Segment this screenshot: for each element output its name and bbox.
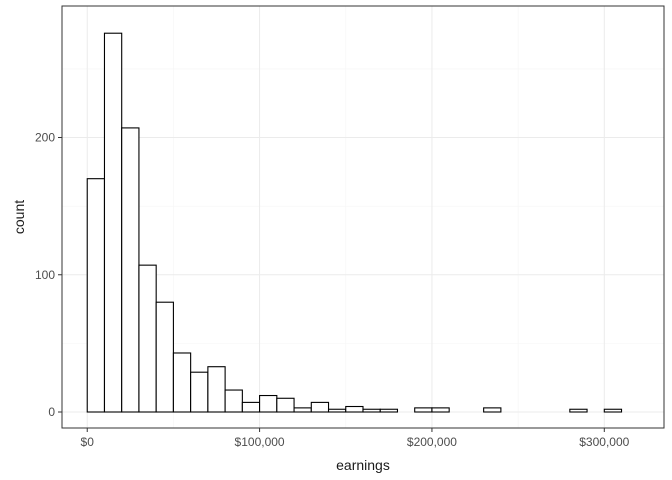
x-tick-label: $200,000 (407, 435, 457, 449)
histogram-bar (379, 408, 399, 413)
histogram-bar (431, 407, 450, 413)
y-tick-label: 0 (48, 405, 55, 419)
histogram-bar (224, 389, 243, 413)
histogram-bar (103, 32, 123, 413)
x-tick-label: $0 (81, 435, 95, 449)
histogram-bar (483, 407, 502, 413)
histogram-bar (155, 301, 174, 413)
histogram-bar (241, 401, 261, 413)
histogram-bar (276, 397, 295, 413)
histogram-bar (172, 352, 192, 413)
histogram-bar (345, 405, 364, 413)
y-axis-title: count (11, 200, 27, 234)
x-axis-tick-labels: $0 $100,000 $200,000 $300,000 (81, 435, 630, 449)
histogram-bar (190, 371, 209, 413)
histogram-bar (327, 408, 347, 413)
histogram-bar (86, 178, 106, 413)
y-axis-tick-labels: 0 100 200 (35, 131, 55, 419)
histogram-bar (121, 127, 140, 413)
histogram-bar (603, 408, 623, 413)
histogram-bar (310, 401, 330, 413)
x-axis-title: earnings (336, 457, 390, 473)
histogram-bar (138, 264, 157, 413)
histogram-bar (293, 407, 312, 413)
histogram-bar (362, 408, 381, 413)
y-tick-label: 200 (35, 131, 55, 145)
histogram-bar (207, 366, 226, 413)
x-tick-label: $300,000 (579, 435, 629, 449)
histogram-bar (569, 408, 588, 413)
histogram-bars (86, 32, 623, 413)
histogram-bar (259, 394, 278, 413)
x-tick-label: $100,000 (235, 435, 285, 449)
histogram-bar (414, 407, 433, 413)
y-tick-label: 100 (35, 268, 55, 282)
plot-panel-border (61, 5, 665, 429)
axis-ticks (58, 137, 605, 432)
